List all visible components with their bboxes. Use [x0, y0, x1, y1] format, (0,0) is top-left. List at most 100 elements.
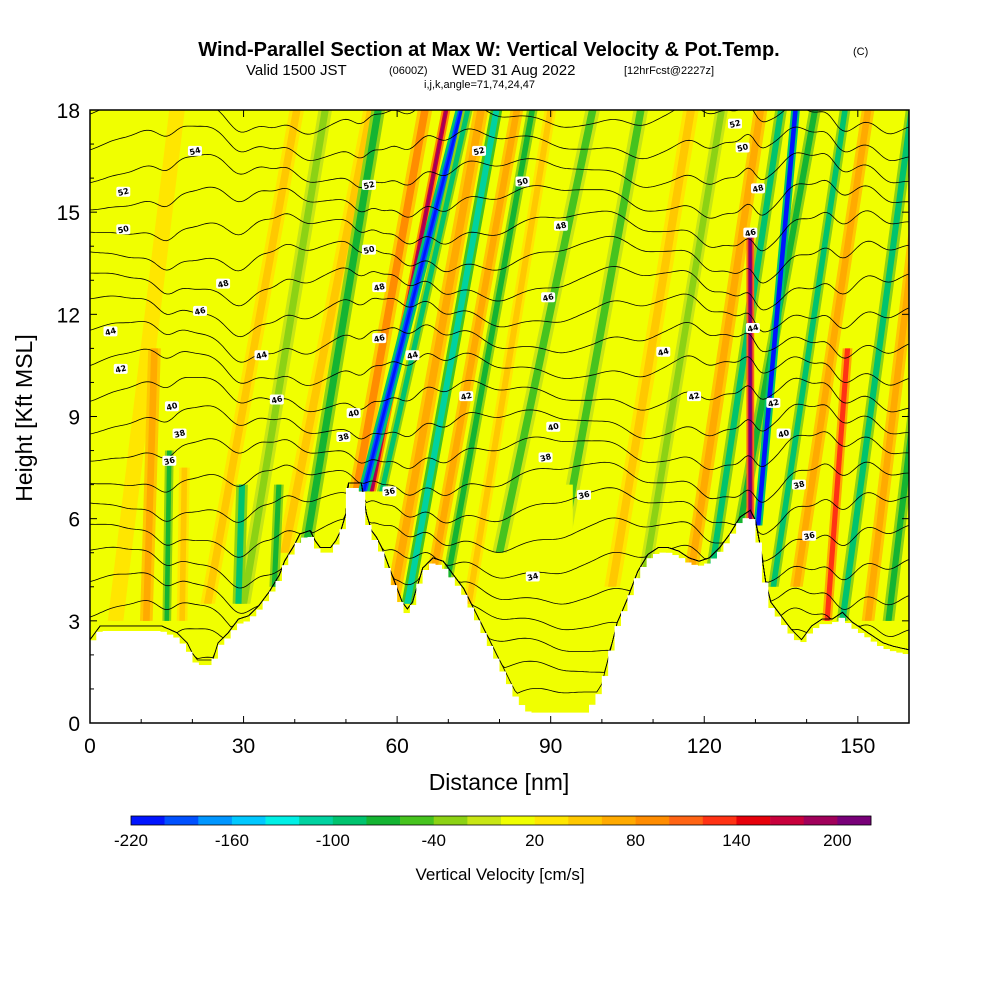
theta-contour-label-text: 38	[793, 479, 807, 491]
theta-contour-label-text: 46	[744, 227, 758, 239]
theta-contour-label-bg	[687, 391, 702, 402]
colorbar-tick-label: 200	[823, 831, 851, 850]
velocity-band	[379, 110, 471, 492]
theta-contour-label: 44	[254, 350, 269, 362]
velocity-band	[824, 348, 851, 621]
theta-contour-label-bg	[187, 145, 202, 156]
theta-contour	[90, 321, 909, 363]
theta-contour-label: 48	[750, 183, 766, 195]
velocity-band	[557, 110, 645, 553]
subtitle-utc: (0600Z)	[389, 65, 428, 77]
colorbar-tick-label: 20	[525, 831, 544, 850]
theta-contour-label-bg	[162, 455, 177, 466]
y-tick-label: 18	[57, 100, 80, 123]
velocity-band	[235, 484, 246, 604]
theta-contour-label-text: 40	[777, 428, 791, 440]
colorbar-tick-label: -160	[215, 831, 249, 850]
velocity-band	[179, 467, 188, 621]
theta-contour	[90, 482, 909, 535]
theta-contour-label-text: 48	[217, 278, 231, 290]
colorbar-swatch	[467, 816, 502, 825]
theta-contour-label-bg	[525, 571, 540, 582]
theta-contour-label-bg	[766, 397, 781, 408]
theta-contour-label-text: 52	[363, 180, 376, 192]
theta-contour	[90, 110, 909, 135]
theta-contour-label: 46	[743, 227, 757, 239]
theta-contour-label-text: 48	[373, 282, 387, 294]
theta-contour-label-bg	[515, 176, 530, 187]
velocity-band	[164, 450, 172, 621]
theta-contour-label: 34	[525, 571, 540, 583]
colorbar-swatch	[332, 816, 367, 825]
velocity-band	[885, 110, 909, 621]
theta-contour-label: 40	[164, 401, 179, 413]
velocity-band	[839, 110, 909, 621]
subtitle-valid: Valid 1500 JST	[246, 62, 347, 79]
velocity-band	[271, 484, 282, 587]
theta-contour-label-text: 38	[337, 432, 351, 444]
theta-contour-label-bg	[382, 486, 397, 497]
colorbar-swatch	[400, 816, 435, 825]
theta-contour-label-text: 42	[767, 398, 780, 410]
theta-contour-label-text: 42	[460, 391, 473, 403]
colorbar-swatch	[534, 816, 569, 825]
theta-contour-label-bg	[193, 305, 208, 316]
subtitle-forecast: [12hrFcst@2227z]	[624, 65, 714, 77]
theta-contour-label-text: 46	[373, 333, 387, 345]
colorbar-swatch	[568, 816, 603, 825]
theta-contour-label-text: 46	[194, 306, 208, 318]
x-tick-label: 90	[539, 735, 562, 758]
theta-contour	[90, 210, 909, 252]
theta-contour-label-bg	[656, 346, 671, 357]
velocity-band	[111, 110, 182, 621]
theta-contour-label-bg	[269, 394, 284, 405]
theta-contour-label-text: 48	[752, 183, 766, 195]
theta-contour-label: 38	[172, 428, 187, 440]
theta-contour-label-text: 44	[255, 350, 269, 362]
colorbar-tick-label: -220	[114, 831, 148, 850]
plot-area: 5452504846444244464038365250484644403836…	[57, 100, 910, 758]
theta-contour-label-text: 46	[542, 292, 556, 304]
theta-contour-label-text: 50	[516, 176, 530, 188]
title-block: Wind-Parallel Section at Max W: Vertical…	[198, 39, 868, 91]
y-axis-label: Height [Kft MSL]	[11, 334, 37, 501]
colorbar-swatch	[265, 816, 300, 825]
theta-contour-label: 48	[553, 220, 568, 232]
theta-contour-label: 48	[216, 278, 230, 290]
theta-contour-label: 38	[538, 452, 553, 464]
theta-contour-label-bg	[361, 244, 376, 255]
colorbar-swatch	[231, 816, 266, 825]
velocity-band	[793, 110, 872, 587]
theta-contour-label-bg	[802, 530, 817, 541]
x-tick-label: 0	[84, 735, 96, 758]
colorbar-swatch	[198, 816, 233, 825]
velocity-band-core	[749, 229, 752, 526]
chart-title: Wind-Parallel Section at Max W: Vertical…	[198, 39, 779, 61]
theta-contour	[90, 348, 909, 386]
velocity-band	[404, 110, 500, 604]
theta-contour-label-bg	[172, 428, 187, 439]
theta-contour	[90, 482, 909, 614]
theta-contour-label-text: 36	[803, 530, 817, 542]
theta-contour-label: 44	[656, 346, 670, 358]
velocity-band	[864, 110, 909, 621]
theta-contour-label-bg	[372, 333, 387, 344]
theta-contour-label: 46	[541, 292, 555, 304]
colorbar-swatch	[366, 816, 401, 825]
theta-contour-label: 38	[791, 479, 807, 491]
theta-contour-label: 50	[515, 176, 530, 188]
theta-contour-label-bg	[750, 183, 765, 194]
theta-contour-label: 36	[576, 489, 591, 501]
theta-contour-label: 50	[116, 224, 130, 235]
colorbar-swatch	[433, 816, 468, 825]
velocity-band	[608, 110, 696, 587]
y-tick-label: 0	[68, 713, 80, 736]
theta-contour-label-bg	[254, 350, 269, 361]
velocity-band	[424, 110, 521, 604]
theta-contour-label-bg	[472, 145, 487, 156]
theta-contour	[90, 482, 909, 562]
x-tick-label: 60	[385, 735, 408, 758]
theta-contour-label-text: 52	[729, 118, 742, 130]
theta-contour-label: 46	[269, 394, 284, 406]
theta-contour-label: 44	[405, 350, 420, 361]
